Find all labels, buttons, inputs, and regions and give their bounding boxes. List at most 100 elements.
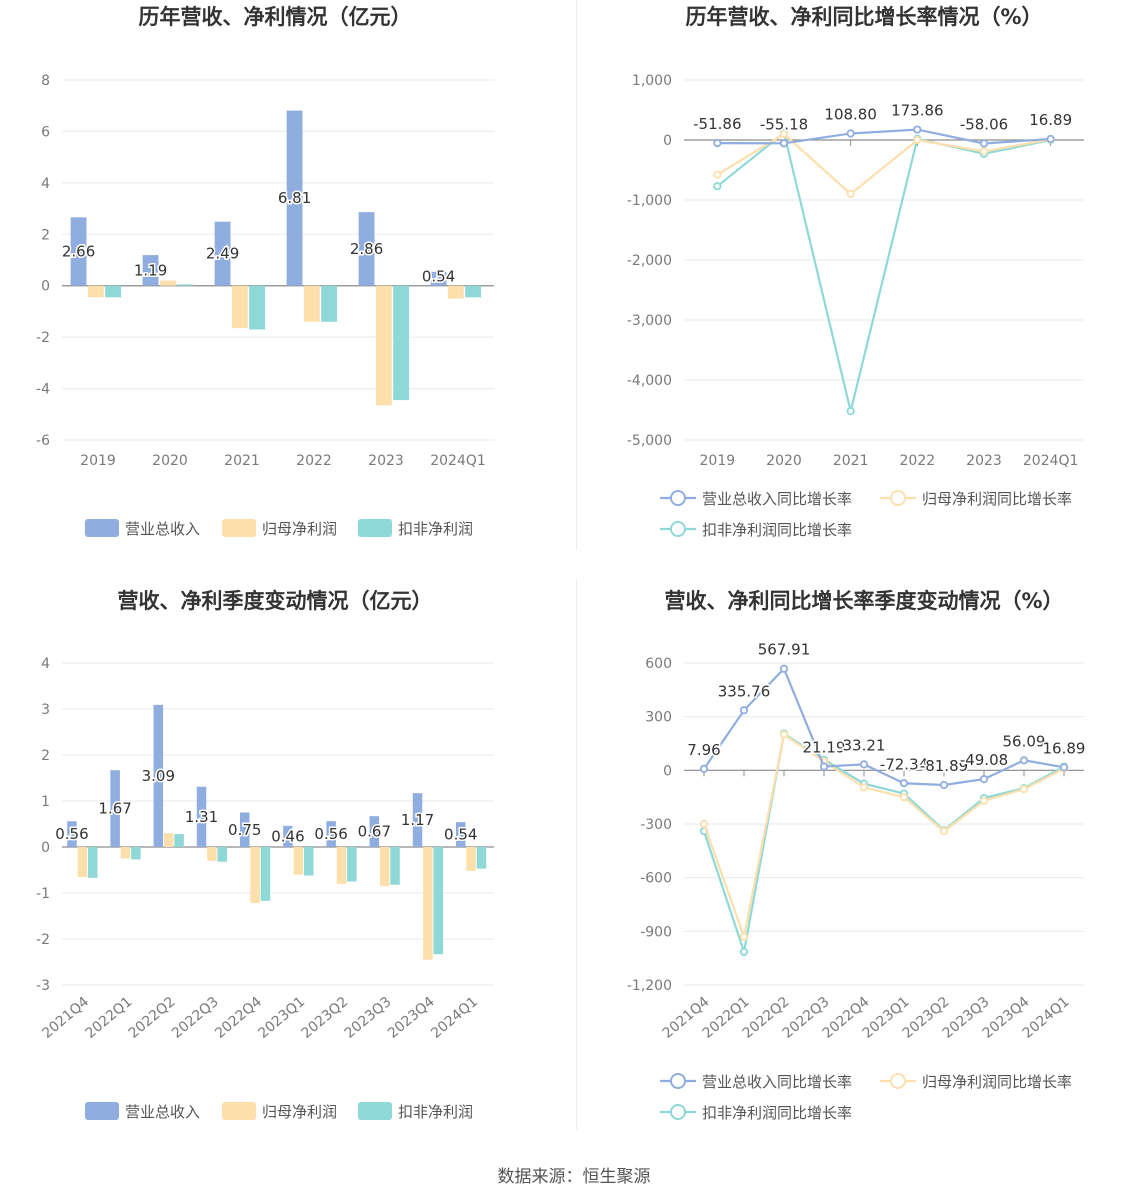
data-label: 7.96 [687,741,720,759]
bar-net-profit [447,285,464,299]
y-tick-label: -4,000 [627,373,672,389]
series-line-revenue-growth [703,666,1065,787]
series-line-deducted-profit-growth [716,130,1051,412]
data-point [739,706,749,715]
data-point [713,182,722,191]
bar-deducted-profit [433,847,444,955]
bar-net-profit [87,285,104,298]
bar-net-profit [207,847,217,861]
data-label: 1.17 [401,811,434,829]
quarterly-bar-chart-panel: 营收、净利季度变动情况（亿元） 4 3 2 1 0 -1 -2 -3 2021Q4 2022Q1 20… [0,580,576,1150]
bar-deducted-profit [249,285,266,330]
data-label: -49.08 [960,751,1008,769]
legend-marker [670,521,686,537]
bar-net-profit [336,847,347,884]
y-tick-label: -600 [640,871,672,887]
bar-deducted-profit [465,285,482,298]
data-label: 6.81 [278,189,311,207]
chart-title: 营收、净利同比增长率季度变动情况（%） [664,589,1063,613]
data-point [739,947,749,957]
data-point [979,796,989,805]
legend-label: 营业总收入同比增长率 [702,490,852,508]
data-point [859,760,869,769]
y-tick-label: -1 [36,886,50,902]
data-label: 1.19 [134,261,167,279]
legend-label: 归母净利润 [262,1103,337,1121]
x-tick-label: 2022 [296,453,332,469]
data-point [846,407,855,416]
y-tick-label: -4 [36,382,50,398]
y-tick-label: -6 [36,433,50,449]
legend-swatch [358,1102,392,1120]
legend-label: 扣非净利润 [398,1103,473,1121]
bar-deducted-profit [476,847,487,869]
x-tick-label: 2022 [900,453,936,469]
bar-net-profit [120,847,131,859]
data-label: -51.86 [693,115,741,133]
bar-net-profit [303,285,320,322]
x-tick-label: 2020 [152,453,188,469]
data-point [779,129,789,139]
bar-deducted-profit [131,847,141,860]
y-tick-label: -300 [640,817,672,833]
series-line-net-profit-growth [702,732,1065,941]
data-point [699,819,709,829]
x-tick-label: 2023 [966,453,1002,469]
data-point [859,783,869,792]
bar-revenue [283,825,293,847]
legend-label: 扣非净利润同比增长率 [702,1104,852,1122]
bar-revenue [196,786,207,847]
y-tick-label: -2,000 [627,253,672,269]
data-label: 108.80 [824,105,877,123]
data-label: 2.86 [350,240,383,258]
x-tick-label: 2023 [368,453,404,469]
y-tick-label: -3,000 [627,313,672,329]
bar-revenue [455,822,466,847]
legend-marker [670,490,686,506]
legend-label: 归母净利润 [262,520,337,538]
bar-net-profit [379,847,390,887]
data-point [939,827,949,836]
data-label: 16.89 [1043,739,1086,757]
data-label: 2.66 [62,243,95,261]
x-tick-label: 2024Q1 [428,994,481,1042]
quarterly-growth-chart-panel: 营收、净利同比增长率季度变动情况（%） 600 300 0 -300 -600 -900 -1… [576,580,1148,1150]
data-point [846,129,855,138]
y-tick-label: -2 [36,932,50,948]
bar-revenue [142,255,159,286]
data-point [939,780,949,790]
data-label: 33.21 [843,736,886,754]
data-label: -55.18 [760,115,808,133]
data-point [713,139,722,148]
data-label: 173.86 [891,102,944,120]
y-tick-label: 2 [41,227,50,243]
legend-label: 归母净利润同比增长率 [922,490,1072,508]
x-tick-label: 2022Q3 [169,994,222,1042]
series-line-net-profit-growth [716,132,1051,196]
data-point [713,170,722,179]
x-tick-label: 2023Q2 [299,994,352,1042]
legend-swatch [222,519,256,537]
y-tick-label: 3 [41,702,50,718]
x-tick-label: 2021Q4 [39,994,92,1042]
x-tick-label: 2021 [224,453,260,469]
y-tick-label: -1,000 [627,193,672,209]
legend-label: 营业总收入同比增长率 [702,1073,852,1091]
data-point [1046,134,1055,144]
data-point [699,764,709,774]
data-label: 0.75 [228,821,261,839]
bar-net-profit [231,285,248,329]
bar-revenue [239,812,250,847]
series-line-revenue-growth [717,128,1051,145]
data-label: -58.06 [960,115,1008,133]
bar-deducted-profit [177,284,194,286]
quarterly-growth-rate-chart: 营收、净利同比增长率季度变动情况（%） 600 300 0 -300 -600 -900 -1… [627,589,1087,1122]
bar-revenue [70,217,87,286]
bar-revenue [412,793,423,847]
bar-net-profit [159,280,176,286]
x-tick-label: 2019 [80,453,116,469]
y-tick-label: 6 [41,124,50,140]
x-tick-label: 2024Q1 [1023,453,1079,469]
vertical-divider-top [576,0,577,550]
data-point [979,775,989,784]
